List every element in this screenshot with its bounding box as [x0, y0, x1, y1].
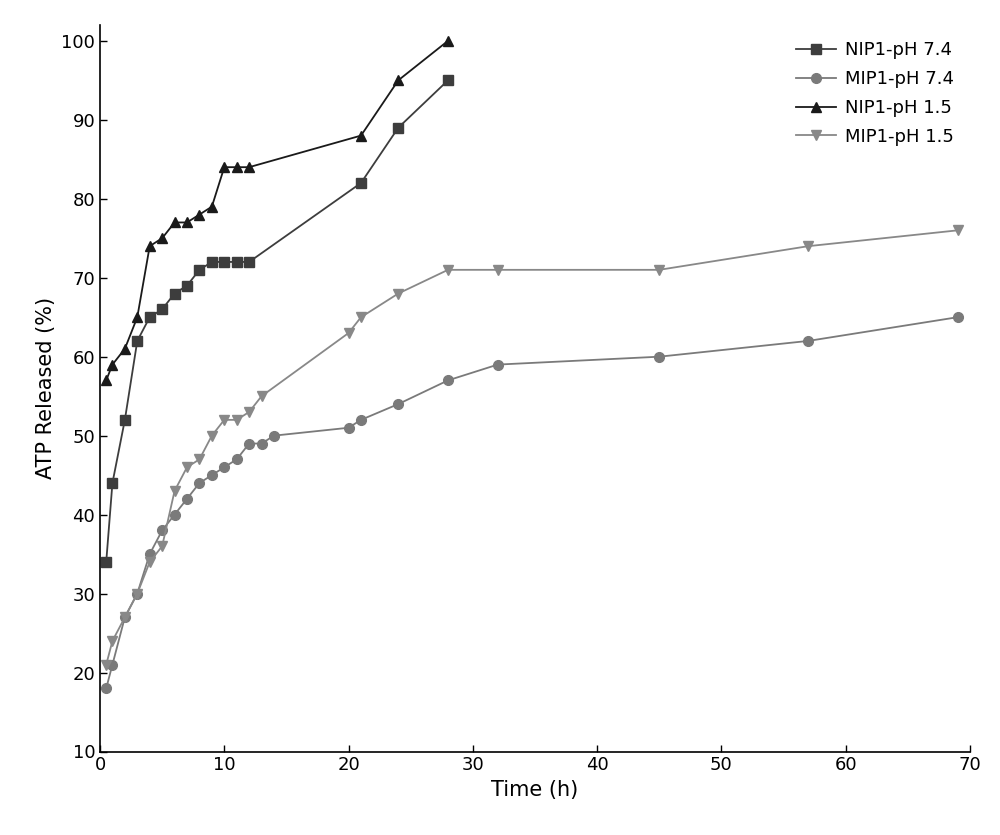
NIP1-pH 7.4	[218, 257, 230, 267]
MIP1-pH 7.4	[243, 438, 255, 448]
NIP1-pH 1.5	[144, 241, 156, 251]
MIP1-pH 7.4	[100, 683, 112, 693]
MIP1-pH 7.4	[181, 493, 193, 504]
NIP1-pH 1.5	[231, 162, 243, 172]
MIP1-pH 1.5	[206, 431, 218, 441]
NIP1-pH 1.5	[218, 162, 230, 172]
NIP1-pH 1.5	[442, 36, 454, 46]
MIP1-pH 1.5	[231, 415, 243, 425]
MIP1-pH 7.4	[392, 399, 404, 409]
MIP1-pH 7.4	[256, 438, 268, 448]
MIP1-pH 1.5	[256, 391, 268, 401]
MIP1-pH 7.4	[492, 360, 504, 370]
MIP1-pH 7.4	[106, 660, 118, 670]
MIP1-pH 1.5	[131, 589, 143, 599]
NIP1-pH 7.4	[243, 257, 255, 267]
MIP1-pH 7.4	[802, 336, 814, 346]
NIP1-pH 7.4	[169, 289, 181, 299]
MIP1-pH 7.4	[231, 454, 243, 464]
MIP1-pH 7.4	[144, 549, 156, 559]
NIP1-pH 1.5	[106, 360, 118, 370]
NIP1-pH 7.4	[181, 281, 193, 291]
NIP1-pH 7.4	[106, 478, 118, 488]
MIP1-pH 7.4	[218, 463, 230, 473]
Line: MIP1-pH 7.4: MIP1-pH 7.4	[101, 312, 962, 693]
MIP1-pH 1.5	[492, 265, 504, 275]
Line: NIP1-pH 1.5: NIP1-pH 1.5	[101, 36, 453, 385]
NIP1-pH 1.5	[100, 376, 112, 386]
NIP1-pH 1.5	[193, 210, 205, 220]
MIP1-pH 7.4	[193, 478, 205, 488]
MIP1-pH 1.5	[243, 407, 255, 417]
NIP1-pH 7.4	[355, 178, 367, 188]
MIP1-pH 1.5	[343, 328, 355, 338]
NIP1-pH 7.4	[206, 257, 218, 267]
MIP1-pH 7.4	[952, 312, 964, 322]
Line: NIP1-pH 7.4: NIP1-pH 7.4	[101, 75, 453, 567]
MIP1-pH 7.4	[268, 431, 280, 441]
MIP1-pH 7.4	[206, 470, 218, 480]
MIP1-pH 7.4	[442, 376, 454, 386]
NIP1-pH 1.5	[119, 344, 131, 354]
NIP1-pH 7.4	[156, 304, 168, 314]
Y-axis label: ATP Released (%): ATP Released (%)	[36, 297, 56, 479]
MIP1-pH 1.5	[355, 312, 367, 322]
NIP1-pH 1.5	[131, 312, 143, 322]
MIP1-pH 1.5	[392, 289, 404, 299]
NIP1-pH 7.4	[144, 312, 156, 322]
MIP1-pH 1.5	[802, 241, 814, 251]
MIP1-pH 1.5	[100, 660, 112, 670]
X-axis label: Time (h): Time (h)	[491, 780, 579, 800]
MIP1-pH 1.5	[106, 636, 118, 646]
MIP1-pH 7.4	[156, 525, 168, 535]
NIP1-pH 1.5	[181, 217, 193, 227]
MIP1-pH 1.5	[156, 541, 168, 551]
MIP1-pH 1.5	[144, 557, 156, 567]
NIP1-pH 1.5	[243, 162, 255, 172]
NIP1-pH 1.5	[355, 130, 367, 140]
MIP1-pH 1.5	[653, 265, 665, 275]
NIP1-pH 1.5	[206, 202, 218, 212]
NIP1-pH 1.5	[392, 75, 404, 85]
MIP1-pH 7.4	[653, 352, 665, 362]
Line: MIP1-pH 1.5: MIP1-pH 1.5	[101, 225, 962, 670]
MIP1-pH 7.4	[119, 612, 131, 622]
MIP1-pH 1.5	[218, 415, 230, 425]
NIP1-pH 7.4	[392, 123, 404, 133]
NIP1-pH 7.4	[231, 257, 243, 267]
NIP1-pH 7.4	[119, 415, 131, 425]
MIP1-pH 7.4	[343, 423, 355, 433]
MIP1-pH 7.4	[169, 509, 181, 519]
NIP1-pH 7.4	[193, 265, 205, 275]
NIP1-pH 1.5	[156, 233, 168, 243]
NIP1-pH 1.5	[169, 217, 181, 227]
MIP1-pH 1.5	[119, 612, 131, 622]
NIP1-pH 7.4	[442, 75, 454, 85]
MIP1-pH 7.4	[131, 589, 143, 599]
MIP1-pH 7.4	[355, 415, 367, 425]
Legend: NIP1-pH 7.4, MIP1-pH 7.4, NIP1-pH 1.5, MIP1-pH 1.5: NIP1-pH 7.4, MIP1-pH 7.4, NIP1-pH 1.5, M…	[789, 34, 961, 153]
MIP1-pH 1.5	[193, 454, 205, 464]
MIP1-pH 1.5	[952, 225, 964, 235]
MIP1-pH 1.5	[169, 486, 181, 496]
MIP1-pH 1.5	[442, 265, 454, 275]
MIP1-pH 1.5	[181, 463, 193, 473]
NIP1-pH 7.4	[131, 336, 143, 346]
NIP1-pH 7.4	[100, 557, 112, 567]
